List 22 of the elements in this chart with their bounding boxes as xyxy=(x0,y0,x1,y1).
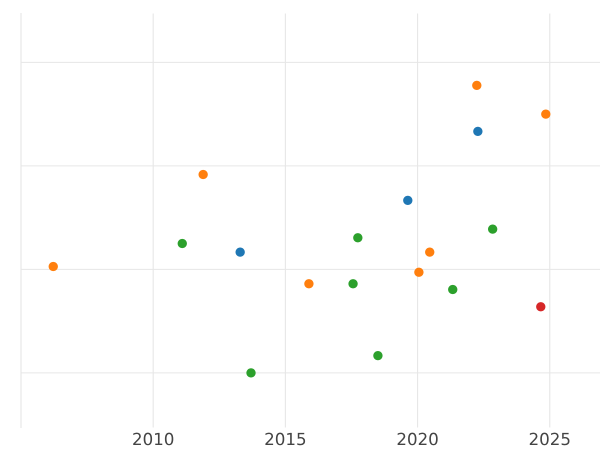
point xyxy=(473,126,483,136)
point xyxy=(403,196,412,206)
point xyxy=(472,80,482,90)
point xyxy=(246,368,256,378)
point xyxy=(414,268,424,277)
point xyxy=(488,224,498,234)
x-tick-label: 2020 xyxy=(398,432,438,446)
point xyxy=(373,350,383,360)
point xyxy=(353,233,362,242)
point xyxy=(536,302,546,312)
point xyxy=(48,262,58,272)
point xyxy=(178,238,187,248)
x-tick-label: 2010 xyxy=(133,432,174,446)
x-tick-label: 2025 xyxy=(530,432,570,446)
point xyxy=(198,170,208,180)
point xyxy=(236,247,245,257)
point xyxy=(348,279,358,288)
x-tick-label: 2015 xyxy=(265,432,306,446)
point xyxy=(304,279,314,288)
point xyxy=(425,247,434,257)
point xyxy=(541,109,550,119)
point xyxy=(448,284,458,294)
